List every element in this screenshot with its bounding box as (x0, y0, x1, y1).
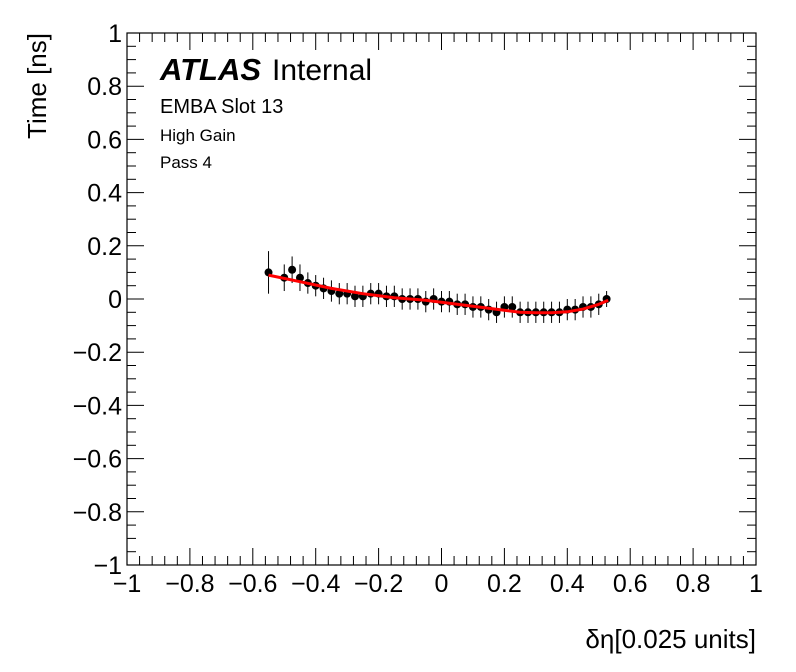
x-tick-label: −0.6 (228, 570, 277, 598)
x-tick-label: 0.8 (676, 570, 711, 598)
y-tick-label: 0.2 (87, 233, 122, 261)
y-tick-label: 0.4 (87, 180, 122, 208)
data-point (295, 273, 304, 282)
data-point (335, 289, 344, 298)
x-axis-ticks (126, 33, 757, 565)
data-point (351, 292, 360, 301)
data-points (264, 265, 611, 317)
x-axis-title: δη[0.025 units] (585, 624, 756, 654)
y-tick-label: −0.6 (73, 446, 122, 474)
y-tick-label: 0 (108, 286, 122, 314)
x-tick-label: 0.6 (613, 570, 648, 598)
annotation-gain: High Gain (160, 126, 236, 145)
y-tick-label: −1 (93, 552, 122, 580)
y-tick-label: 0.6 (87, 126, 122, 154)
internal-label: Internal (272, 54, 372, 87)
x-tick-label: 0.4 (550, 570, 585, 598)
y-axis-ticks (127, 32, 756, 566)
x-tick-label: 0.2 (487, 570, 522, 598)
y-tick-label: 1 (108, 20, 122, 48)
y-axis-title: Time [ns] (22, 33, 52, 139)
fit-line (268, 273, 609, 315)
atlas-label: ATLAS (159, 52, 261, 87)
data-point (288, 265, 297, 274)
x-tick-label: −0.8 (165, 570, 214, 598)
x-tick-label: −1 (113, 570, 142, 598)
y-axis-tick-labels: −1 −0.8 −0.6 −0.4 −0.2 0 0.2 0.4 0.6 0.8 1 (73, 20, 122, 580)
data-point (508, 302, 517, 311)
annotation-slot: EMBA Slot 13 (160, 96, 283, 118)
x-tick-label: −0.2 (354, 570, 403, 598)
x-tick-label: 1 (749, 570, 763, 598)
y-tick-label: −0.8 (73, 499, 122, 527)
x-tick-label: 0 (435, 570, 449, 598)
y-tick-label: 0.8 (87, 73, 122, 101)
x-tick-label: −0.4 (291, 570, 340, 598)
x-axis-tick-labels: −1 −0.8 −0.6 −0.4 −0.2 0 0.2 0.4 0.6 0.8 1 (113, 570, 763, 598)
annotation-pass: Pass 4 (160, 153, 212, 172)
y-tick-label: −0.4 (73, 392, 122, 420)
y-tick-label: −0.2 (73, 339, 122, 367)
